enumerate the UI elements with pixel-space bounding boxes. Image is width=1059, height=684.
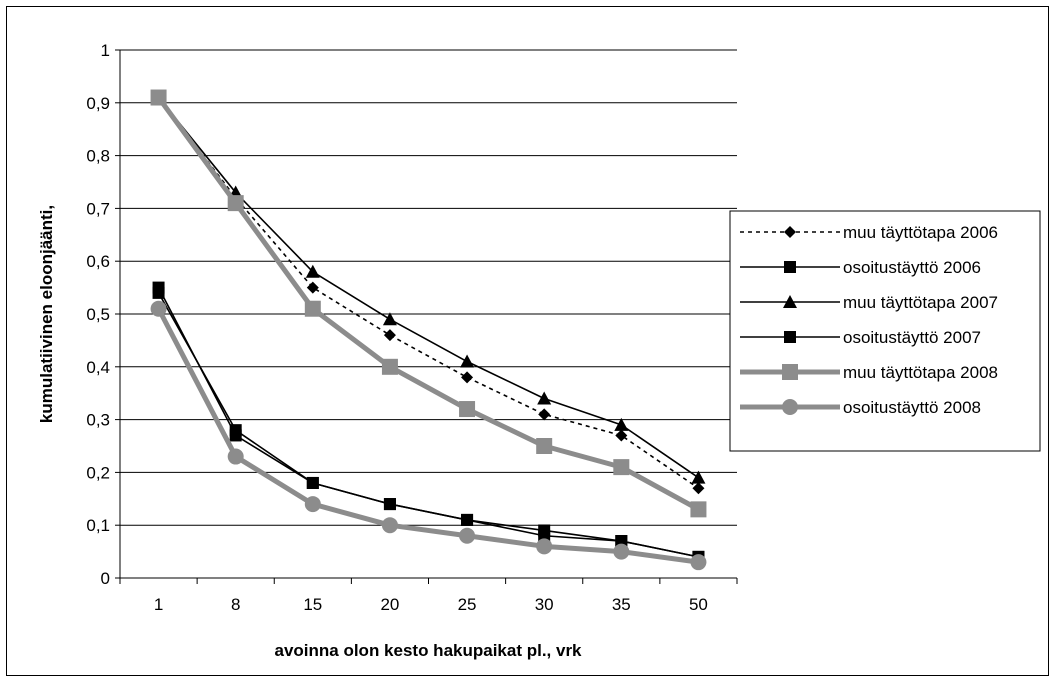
data-point [461,371,474,384]
y-tick-label: 0,2 [86,463,110,482]
gridlines [120,49,737,526]
x-tick-label: 1 [154,595,163,614]
legend-box [729,210,1041,452]
data-point [536,538,553,555]
x-axis-title: avoinna olon kesto hakupaikat pl., vrk [274,641,582,660]
data-point [538,524,551,537]
legend-swatch-marker [782,399,798,415]
legend-label: osoitustäyttö 2008 [843,398,981,417]
legend-label: muu täyttötapa 2008 [843,363,998,382]
y-tick-label: 0,9 [86,94,110,113]
data-point [152,286,165,299]
y-tick-label: 0,8 [86,147,110,166]
series-line [157,287,699,558]
y-tick-label: 1 [101,41,110,60]
data-point [383,329,396,342]
series-line [157,292,699,558]
legend-swatch-marker [782,364,798,380]
legend-label: osoitustäyttö 2006 [843,258,981,277]
data-point [691,470,706,484]
x-tick-label: 50 [689,595,708,614]
x-tick-label: 25 [458,595,477,614]
legend-item: osoitustäyttö 2006 [740,258,981,277]
y-axis-title: kumulatiivinen eloonjäänti, [37,205,56,423]
legend-item: osoitustäyttö 2008 [740,398,981,417]
data-point [306,476,319,489]
x-tick-label: 35 [612,595,631,614]
series-3 [151,90,706,484]
data-point [614,417,629,431]
data-point [227,195,244,212]
y-tick-label: 0 [101,569,110,588]
data-point [613,459,630,476]
tick-labels: 0 0,1 0,2 0,3 0,4 0,5 0,6 0,7 0,8 0,9 1 1 8 15 20 25 30 3… [86,41,708,614]
x-tick-label: 15 [303,595,322,614]
data-point [615,535,628,548]
data-point [537,391,552,405]
legend-swatch-marker [783,295,797,308]
data-point [459,401,476,418]
data-point [304,496,321,513]
data-point [615,429,628,442]
data-point [690,501,707,518]
data-point [461,513,474,526]
data-point [150,300,167,317]
data-point [304,300,321,317]
y-tick-label: 0,3 [86,411,110,430]
series-line [156,307,699,565]
series-5 [150,89,707,518]
data-point [227,448,244,465]
data-point [538,408,551,421]
x-tick-label: 8 [231,595,240,614]
legend-label: muu täyttötapa 2006 [843,223,998,242]
data-point [459,527,476,544]
legend-swatch-marker [784,226,796,238]
data-point [229,424,242,437]
y-tick-label: 0,7 [86,199,110,218]
data-point [305,264,320,278]
legend-item: muu täyttötapa 2007 [740,293,998,312]
y-tick-label: 0,1 [86,516,110,535]
legend-label: muu täyttötapa 2007 [843,293,998,312]
data-point [306,281,319,294]
data-point [460,354,475,368]
data-point [150,89,167,106]
axes [115,49,738,584]
legend-item: muu täyttötapa 2008 [740,363,998,382]
y-tick-label: 0,5 [86,305,110,324]
series-line [157,97,699,489]
series-line [157,97,699,479]
legend-label: osoitustäyttö 2007 [843,328,981,347]
legend-swatch-marker [784,331,796,343]
data-point [536,438,553,454]
series-line [156,96,700,512]
data-point [381,517,398,534]
series-lines [150,89,707,571]
legend-item: muu täyttötapa 2006 [740,223,998,242]
y-tick-label: 0,6 [86,252,110,271]
data-point [613,543,630,560]
legend: muu täyttötapa 2006 osoitustäyttö 2006 muu… [729,210,1041,452]
y-tick-label: 0,4 [86,358,110,377]
data-point [690,554,707,571]
data-point [383,498,396,511]
x-tick-label: 30 [535,595,554,614]
legend-swatch-marker [784,261,796,273]
data-point [381,358,398,375]
x-tick-label: 20 [380,595,399,614]
data-point [692,482,705,495]
legend-item: osoitustäyttö 2007 [740,328,981,347]
series-6 [150,300,707,571]
data-point [382,312,397,326]
